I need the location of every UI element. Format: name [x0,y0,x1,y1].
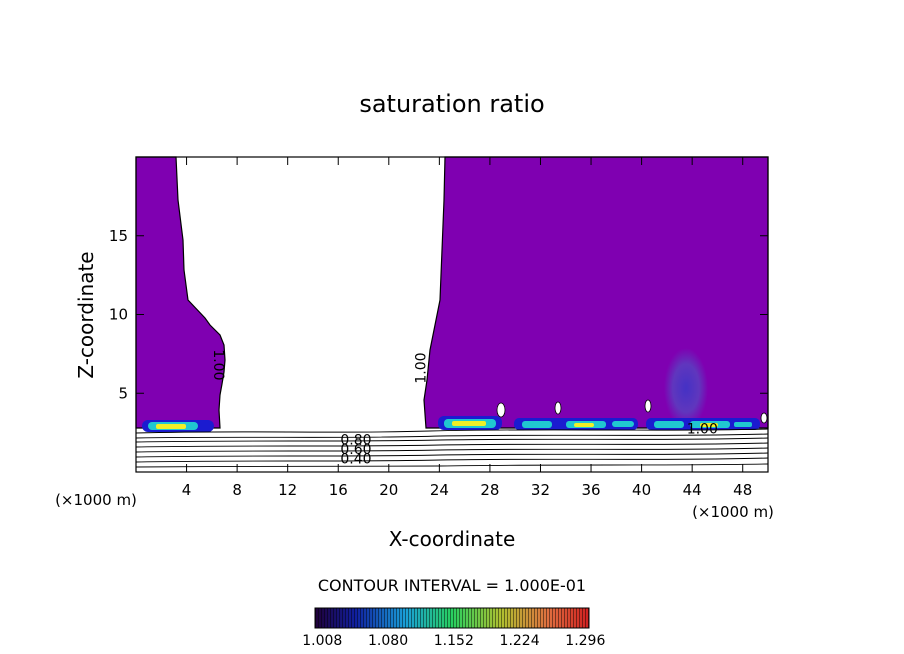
x-tick-label: 32 [531,481,550,499]
x-tick-label: 36 [581,481,600,499]
x-tick-label: 44 [683,481,702,499]
hole-4 [760,412,768,424]
cloud-base-bands [142,416,760,432]
colorbar-tick-label: 1.008 [302,633,342,649]
y-tick-label: 10 [109,306,128,324]
x-tick-label: 16 [329,481,348,499]
x-tick-label: 48 [733,481,752,499]
y-tick-label: 15 [109,227,128,245]
hole-1 [496,402,506,418]
x-tick-label: 12 [278,481,297,499]
y-axis-label: Z-coordinate [74,251,98,378]
x-tick-label: 20 [379,481,398,499]
hole-2 [554,401,562,415]
vertical-blob [664,348,708,428]
left-cloud-region [135,156,226,429]
contour-label: 1.00 [210,349,226,380]
chart-title: saturation ratio [359,90,544,118]
contour-label: 1.00 [414,352,430,383]
right-cloud-region [423,156,769,429]
contour-label: 0.40 [340,451,371,467]
colorbar-tick-label: 1.080 [368,633,408,649]
colorbar-tick-labels: 1.008 1.080 1.152 1.224 1.296 [302,633,605,649]
colorbar-border [314,607,590,629]
x-unit-right: (×1000 m) [692,503,774,521]
contour-label-layer: 1.00 1.00 1.00 0.800.600.40 [210,349,718,467]
y-tick-label: 5 [118,384,128,402]
x-axis-ticks: 4 8 12 16 20 24 28 32 36 40 44 48 [182,157,752,499]
contour-lines [135,428,769,468]
contour-label: 1.00 [687,421,718,437]
x-tick-label: 4 [182,481,192,499]
hole-3 [644,399,652,413]
y-axis-ticks: 5 10 15 [109,227,768,402]
x-tick-label: 24 [430,481,449,499]
x-tick-label: 40 [632,481,651,499]
x-tick-label: 28 [480,481,499,499]
colorbar-stripes [315,608,589,628]
contour-label: 0.80 [340,433,371,449]
colorbar-tick-label: 1.296 [565,633,605,649]
x-unit-left: (×1000 m) [55,491,137,509]
contour-label: 0.60 [340,442,371,458]
colorbar-tick-label: 1.224 [500,633,540,649]
colorbar-tick-label: 1.152 [434,633,474,649]
plot-field [135,156,769,468]
x-axis-label: X-coordinate [389,527,516,551]
colorbar [314,607,590,629]
contour-interval-label: CONTOUR INTERVAL = 1.000E-01 [318,576,586,595]
x-tick-label: 8 [232,481,242,499]
